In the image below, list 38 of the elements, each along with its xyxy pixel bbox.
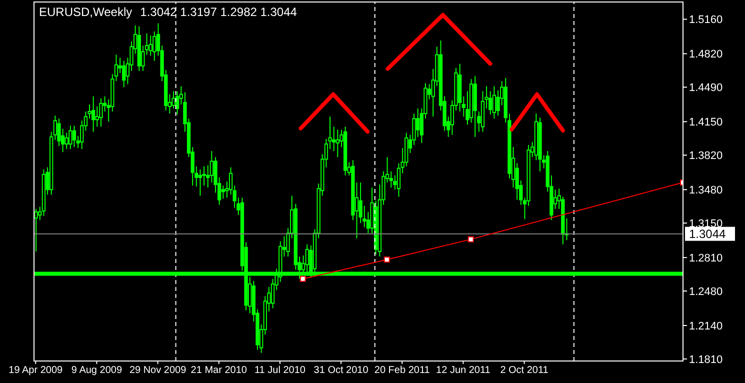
y-tick-label: 1.2480	[689, 286, 723, 298]
point	[468, 236, 474, 242]
candlestick	[68, 125, 72, 150]
x-tick-label: 2 Oct 2011	[500, 365, 549, 376]
candlestick	[492, 86, 496, 120]
y-tick-label: 1.5160	[689, 14, 723, 26]
candlestick	[72, 125, 76, 148]
candlestick	[148, 34, 152, 56]
candlestick	[91, 96, 96, 132]
y-tick-label: 1.2810	[689, 252, 723, 264]
point	[300, 276, 306, 282]
x-tick-label: 19 Apr 2009	[8, 365, 64, 376]
x-tick-label: 11 Jul 2010	[254, 365, 306, 376]
y-tick-label: 1.3480	[689, 184, 723, 197]
candlestick	[416, 108, 420, 138]
candlestick	[122, 60, 126, 88]
y-tick-label: 1.1810	[689, 354, 723, 366]
candlestick	[221, 185, 225, 200]
x-tick-label: 9 Aug 2009	[71, 365, 122, 376]
y-tick-label: 1.2140	[689, 320, 723, 332]
y-tick-label: 1.4820	[689, 48, 723, 61]
candlestick	[64, 132, 68, 150]
x-tick-label: 29 Nov 2009	[129, 365, 187, 376]
x-tick-label: 20 Feb 2011	[374, 365, 430, 376]
chart-title: EURUSD,Weekly	[39, 5, 132, 19]
candlestick	[336, 129, 340, 158]
y-tick-label: 1.3820	[689, 150, 723, 162]
x-tick-label: 12 Jun 2011	[436, 365, 491, 376]
y-tick-label: 1.4490	[689, 82, 723, 94]
point	[384, 256, 390, 263]
chart-subtitle: 1.3042 1.3197 1.2982 1.3044	[140, 5, 297, 19]
x-tick-label: 31 Oct 2010	[314, 365, 369, 376]
candlestick	[99, 98, 103, 128]
x-tick-label: 21 Mar 2010	[190, 365, 248, 376]
candlestick	[34, 208, 38, 252]
candlestick	[210, 150, 214, 184]
candlestick	[198, 168, 202, 196]
y-tick-label: 1.4150	[689, 116, 723, 129]
